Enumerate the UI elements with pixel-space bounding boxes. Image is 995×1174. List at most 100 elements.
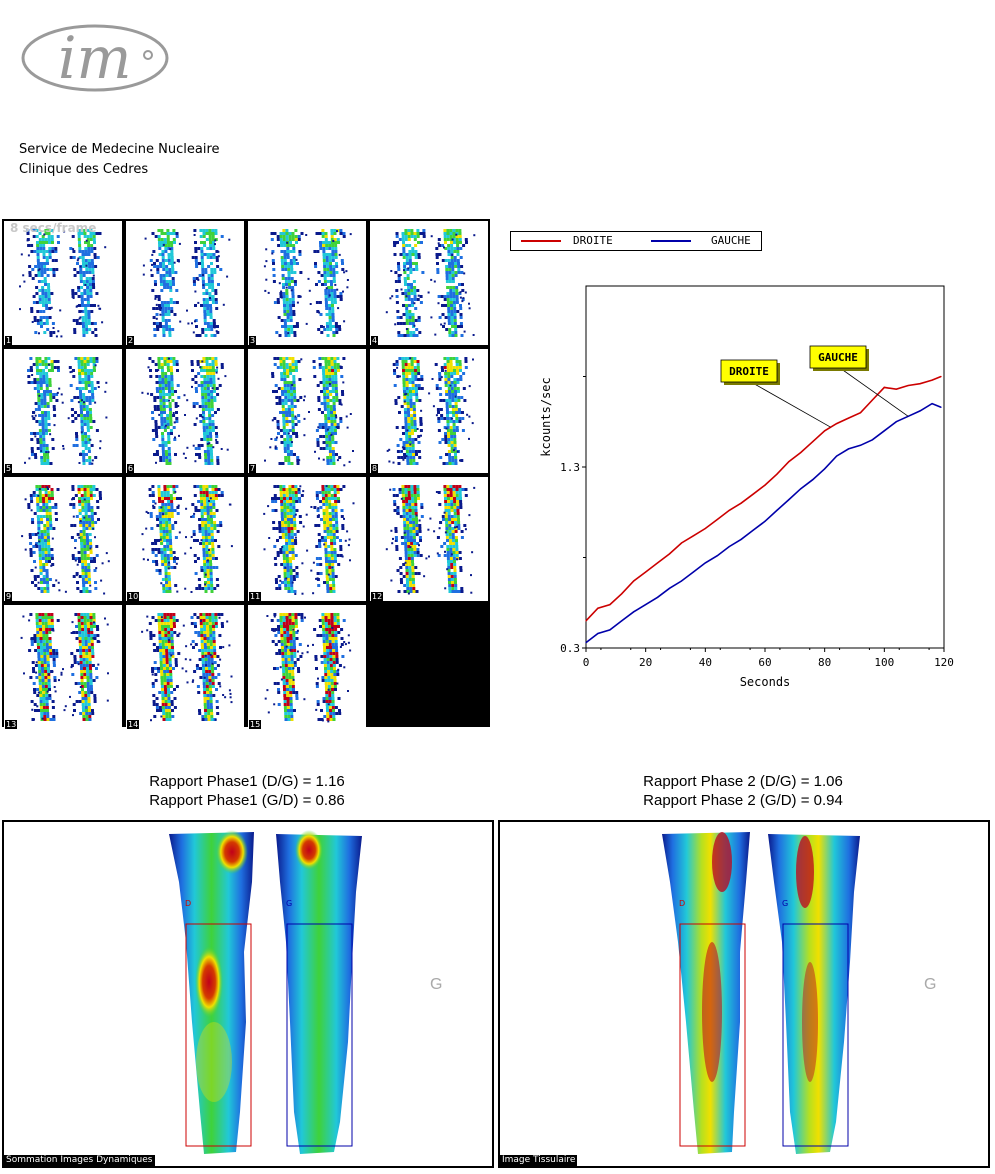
data-point	[740, 502, 742, 504]
data-point	[704, 527, 706, 530]
phase2-ratio-gd: Rapport Phase 2 (G/D) = 0.94	[643, 792, 843, 809]
frame-number: 2	[127, 336, 135, 345]
service-name: Service de Medecine Nucleaire	[19, 142, 220, 157]
data-point	[883, 430, 885, 432]
data-point	[859, 412, 862, 414]
data-point	[752, 493, 754, 495]
phase2-roi-g-label: G	[782, 899, 788, 908]
annotation-leader	[839, 367, 909, 417]
data-point	[895, 421, 897, 423]
frame-number: 6	[127, 464, 135, 473]
data-point	[824, 468, 826, 470]
frame-scan-image	[385, 485, 476, 595]
phase1-summed-image: D G G Sommation Images Dynamiques	[2, 820, 494, 1168]
frame-scan-image	[142, 229, 231, 337]
frame-thumbnail: 5	[4, 349, 122, 473]
data-point	[704, 562, 706, 564]
data-point	[668, 587, 671, 589]
phase1-caption: Sommation Images Dynamiques	[4, 1155, 155, 1166]
phase1-roi-d-label: D	[185, 899, 191, 908]
clinic-logo: im	[21, 24, 169, 92]
data-point	[680, 542, 683, 544]
frame-thumbnail: 12	[370, 477, 488, 601]
frame-scan-image	[263, 229, 352, 337]
frame-number: 4	[371, 336, 379, 345]
data-point	[847, 417, 850, 419]
data-point	[692, 535, 694, 537]
frame-number: 15	[249, 720, 262, 729]
data-point	[907, 384, 909, 387]
phase1-ratio-gd: Rapport Phase1 (G/D) = 0.86	[149, 792, 345, 809]
legend-gauche-swatch	[651, 240, 691, 242]
data-point	[764, 520, 766, 522]
frame-thumbnail: 14	[126, 605, 244, 729]
data-point	[645, 571, 647, 573]
frame-scan-image	[264, 613, 352, 723]
x-tick-label: 0	[583, 656, 590, 669]
frame-scan-image	[386, 357, 474, 465]
y-tick-label: 0.3	[560, 642, 580, 655]
data-point	[919, 410, 921, 412]
phase1-g-marker: G	[430, 976, 443, 993]
frame-scan-image	[385, 229, 476, 337]
frame-scan-image	[141, 613, 233, 722]
frame-thumbnail: 7	[248, 349, 366, 473]
frame-scan-image	[263, 485, 355, 595]
y-tick-label: 1.3	[560, 461, 580, 474]
data-point	[657, 596, 659, 598]
frame-thumbnail: 11	[248, 477, 366, 601]
data-point	[668, 553, 671, 555]
frame-thumbnail: 15	[248, 605, 366, 729]
x-tick-label: 60	[758, 656, 771, 669]
frame-scan-image	[24, 357, 108, 465]
phase2-ratio-dg: Rapport Phase 2 (D/G) = 1.06	[643, 773, 843, 790]
data-point	[597, 632, 599, 635]
frame-scan-image	[19, 229, 107, 338]
data-point	[859, 444, 862, 446]
data-point	[633, 580, 635, 582]
phase2-ratios: Rapport Phase 2 (D/G) = 1.06 Rapport Pha…	[498, 772, 988, 810]
frame-number: 10	[127, 592, 140, 601]
frame-thumbnail: 13	[4, 605, 122, 729]
phase2-caption: Image Tissulaire	[500, 1155, 578, 1166]
data-point	[883, 386, 885, 388]
data-point	[847, 448, 850, 450]
activity-time-chart: 0 20 40 60 80 100 120 0.3 1.3 Seconds kcounts/sec D…	[539, 285, 954, 689]
frame-thumbnail: 10	[126, 477, 244, 601]
data-point	[931, 379, 933, 381]
frame-scan-image	[141, 485, 233, 593]
plot-frame	[585, 285, 945, 649]
frame-scan-image	[264, 357, 354, 467]
data-point	[597, 607, 599, 609]
x-tick-label: 40	[699, 656, 712, 669]
data-point	[621, 620, 623, 622]
data-point	[609, 603, 611, 606]
data-point	[585, 620, 587, 622]
data-point	[728, 546, 730, 548]
legend-droite-label: DROITE	[573, 234, 613, 247]
data-point	[836, 455, 838, 457]
frame-number: 1	[5, 336, 13, 345]
legend-gauche-label: GAUCHE	[711, 234, 751, 247]
data-point	[585, 641, 587, 644]
annotation-box	[720, 359, 778, 383]
data-point	[692, 571, 694, 573]
clinic-header: Service de Medecine Nucleaire Clinique d…	[19, 140, 220, 180]
data-point	[788, 460, 790, 463]
frame-number: 11	[249, 592, 262, 601]
annotation-box	[809, 345, 867, 369]
frame-number: 14	[127, 720, 140, 729]
data-point	[633, 611, 635, 613]
phase1-legs-scan: D G	[169, 830, 362, 1154]
dynamic-frames-grid: 8 secs/frame 1 2 3 4 5 6 7 8 9 10 11 12 13 14 15	[2, 219, 490, 729]
annotation-label: DROITE	[729, 365, 769, 378]
data-point	[812, 479, 814, 481]
data-point	[728, 509, 730, 512]
data-point	[657, 562, 659, 564]
x-tick-label: 80	[818, 656, 831, 669]
frame-rate-caption: 8 secs/frame	[10, 221, 97, 235]
data-point	[824, 430, 826, 432]
phase2-roi-d-label: D	[679, 899, 685, 908]
phase2-legs-scan: D G	[662, 832, 860, 1154]
logo-text: im	[58, 24, 132, 92]
